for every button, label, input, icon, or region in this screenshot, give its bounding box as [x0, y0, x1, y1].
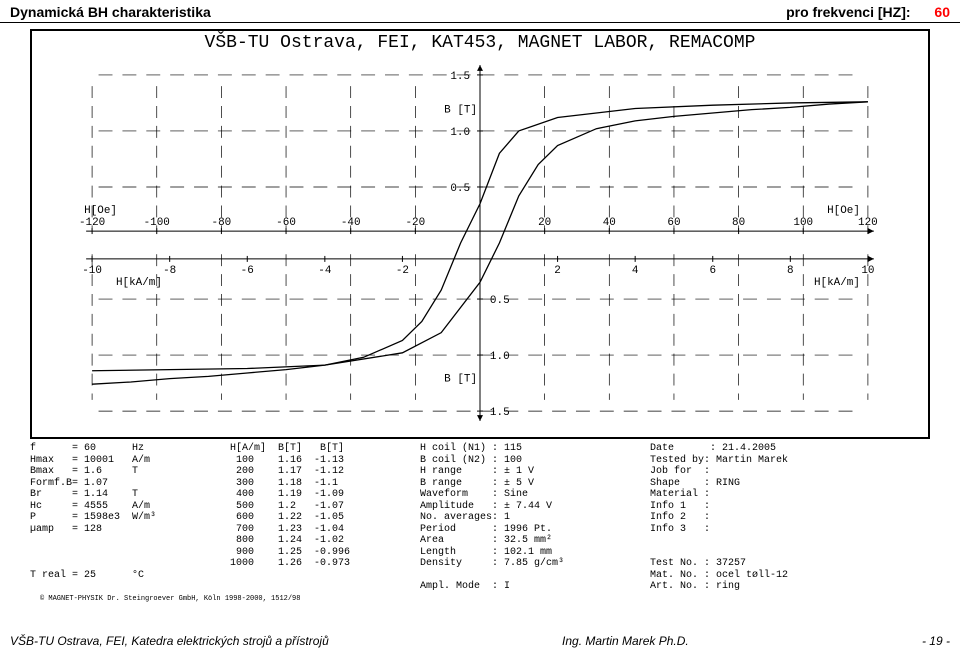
svg-text:60: 60: [667, 217, 680, 229]
copyright-line: © MAGNET-PHYSIK Dr. Steingroever GmbH, K…: [40, 595, 920, 603]
svg-text:0.5: 0.5: [450, 183, 470, 195]
svg-text:-6: -6: [241, 265, 254, 277]
svg-text:80: 80: [732, 217, 745, 229]
data-block: f = 60 Hz Hmax = 10001 A/m Bmax = 1.6 T …: [30, 443, 930, 593]
svg-text:-100: -100: [144, 217, 170, 229]
page-header: Dynamická BH charakteristika pro frekven…: [0, 0, 960, 23]
plot-area: -120-100-80-60-40-2020406080100120H[Oe]H…: [52, 59, 908, 429]
svg-text:-20: -20: [405, 217, 425, 229]
page-footer: VŠB-TU Ostrava, FEI, Katedra elektrickýc…: [10, 634, 950, 648]
data-col-3: H coil (N1) : 115 B coil (N2) : 100 H ra…: [420, 443, 650, 593]
svg-text:1.5: 1.5: [450, 71, 470, 83]
svg-text:6: 6: [709, 265, 716, 277]
chart-title: VŠB-TU Ostrava, FEI, KAT453, MAGNET LABO…: [48, 33, 912, 53]
svg-text:40: 40: [603, 217, 616, 229]
svg-text:120: 120: [858, 217, 878, 229]
svg-text:1.0: 1.0: [450, 127, 470, 139]
svg-text:1.5: 1.5: [490, 407, 510, 419]
svg-text:100: 100: [793, 217, 813, 229]
svg-text:8: 8: [787, 265, 794, 277]
footer-right: - 19 -: [922, 634, 950, 648]
data-col-1: f = 60 Hz Hmax = 10001 A/m Bmax = 1.6 T …: [30, 443, 230, 593]
svg-text:-4: -4: [318, 265, 332, 277]
footer-center: Ing. Martin Marek Ph.D.: [562, 634, 689, 648]
header-title-right: pro frekvenci [HZ]: 60: [786, 4, 950, 20]
data-col-4: Date : 21.4.2005 Tested by: Martin Marek…: [650, 443, 880, 593]
svg-text:-80: -80: [212, 217, 232, 229]
svg-text:-60: -60: [276, 217, 296, 229]
svg-text:B [T]: B [T]: [444, 105, 477, 117]
svg-text:-2: -2: [396, 265, 409, 277]
svg-text:-8: -8: [163, 265, 176, 277]
svg-text:10: 10: [861, 265, 874, 277]
svg-text:H[Oe]: H[Oe]: [827, 205, 860, 217]
svg-text:-40: -40: [341, 217, 361, 229]
svg-text:2: 2: [554, 265, 561, 277]
frequency-value: 60: [934, 4, 950, 20]
header-title-left: Dynamická BH charakteristika: [10, 4, 211, 20]
svg-text:1.0: 1.0: [490, 351, 510, 363]
svg-text:H[kA/m]: H[kA/m]: [814, 277, 860, 289]
svg-text:0.5: 0.5: [490, 295, 510, 307]
svg-text:-10: -10: [82, 265, 102, 277]
svg-text:4: 4: [632, 265, 639, 277]
data-col-2: H[A/m] B[T] B[T] 100 1.16 -1.13 200 1.17…: [230, 443, 420, 593]
bh-loop-chart: VŠB-TU Ostrava, FEI, KAT453, MAGNET LABO…: [30, 29, 930, 439]
footer-left: VŠB-TU Ostrava, FEI, Katedra elektrickýc…: [10, 634, 329, 648]
svg-text:H[kA/m]: H[kA/m]: [116, 277, 162, 289]
svg-text:-120: -120: [79, 217, 105, 229]
svg-text:H[Oe]: H[Oe]: [84, 205, 117, 217]
svg-text:20: 20: [538, 217, 551, 229]
svg-text:B [T]: B [T]: [444, 373, 477, 385]
